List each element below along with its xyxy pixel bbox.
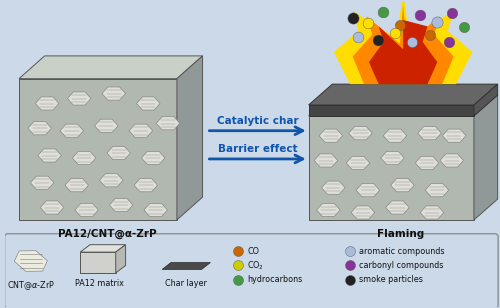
Point [396,23,404,28]
Polygon shape [356,184,380,197]
Polygon shape [30,176,54,189]
Polygon shape [308,105,474,116]
Polygon shape [36,97,59,110]
Polygon shape [14,251,48,271]
Point [364,21,372,26]
Point [234,249,242,253]
Text: smoke particles: smoke particles [359,275,423,284]
Text: CO$_2$: CO$_2$ [248,259,264,272]
Polygon shape [156,117,180,130]
Polygon shape [100,174,123,187]
Point [346,263,354,268]
Text: Catalytic char: Catalytic char [217,116,298,126]
Polygon shape [110,198,133,212]
Point [433,19,441,24]
Polygon shape [474,84,498,116]
Polygon shape [442,129,466,142]
Polygon shape [308,84,498,105]
Polygon shape [348,127,372,140]
Point [416,13,424,18]
Polygon shape [381,152,404,164]
Polygon shape [177,56,203,220]
Polygon shape [351,206,374,219]
Text: Flaming: Flaming [377,229,424,239]
Polygon shape [94,119,118,132]
Point [354,34,362,39]
Polygon shape [369,20,438,84]
Polygon shape [19,56,203,79]
Polygon shape [68,92,91,105]
Polygon shape [316,203,340,217]
Polygon shape [308,95,498,116]
Polygon shape [142,152,165,164]
Polygon shape [28,122,52,135]
Polygon shape [60,124,84,137]
Point [234,278,242,282]
Point [408,39,416,44]
Polygon shape [72,152,96,164]
Point [391,30,399,35]
Point [234,263,242,268]
Polygon shape [116,245,126,273]
Polygon shape [319,129,342,142]
Polygon shape [425,184,448,197]
Point [426,33,434,38]
Polygon shape [390,179,414,192]
Polygon shape [416,156,439,169]
Polygon shape [352,4,454,84]
Polygon shape [107,146,130,160]
Polygon shape [38,149,62,162]
Text: CO: CO [248,247,260,256]
Polygon shape [80,245,126,252]
Polygon shape [144,203,168,217]
Text: hydrocarbons: hydrocarbons [248,275,302,284]
Text: CNT@$\alpha$-ZrP: CNT@$\alpha$-ZrP [7,279,55,292]
Point [374,38,382,43]
Polygon shape [420,206,444,219]
Point [378,9,386,14]
Text: PA12/CNT@α-ZrP: PA12/CNT@α-ZrP [58,229,156,239]
Polygon shape [80,252,116,273]
Polygon shape [334,0,472,84]
Point [346,278,354,282]
Text: Barrier effect: Barrier effect [218,144,298,155]
Polygon shape [418,127,442,140]
Polygon shape [19,79,177,220]
FancyBboxPatch shape [4,234,498,308]
Text: PA12 matrix: PA12 matrix [76,279,124,288]
Polygon shape [134,179,158,192]
Polygon shape [136,97,160,110]
Point [346,249,354,253]
Polygon shape [474,95,498,220]
Polygon shape [322,181,345,194]
Polygon shape [40,201,64,214]
Polygon shape [75,203,98,217]
Text: Char layer: Char layer [166,279,207,288]
Point [448,11,456,16]
Polygon shape [383,129,406,142]
Point [349,16,357,21]
Polygon shape [65,179,88,192]
Polygon shape [314,154,338,167]
Polygon shape [129,124,152,137]
Polygon shape [440,154,464,167]
Point [446,39,454,44]
Text: aromatic compounds: aromatic compounds [359,247,444,256]
Polygon shape [308,116,474,220]
Polygon shape [386,201,409,214]
Point [460,24,468,29]
Polygon shape [162,262,210,270]
Polygon shape [346,156,370,169]
Text: carbonyl compounds: carbonyl compounds [359,261,444,270]
Polygon shape [102,87,126,100]
